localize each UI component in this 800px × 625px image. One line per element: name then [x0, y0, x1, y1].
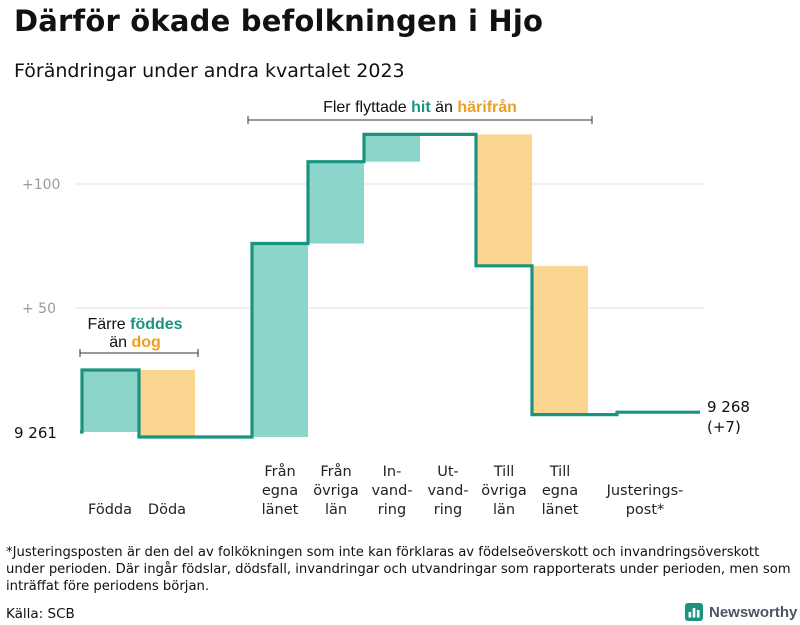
- start-value-label: 9 261: [14, 424, 57, 442]
- x-category-label: län: [493, 502, 515, 518]
- end-value-label: (+7): [707, 418, 741, 436]
- end-value-label: 9 268: [707, 398, 750, 416]
- bar-increase: [308, 161, 364, 244]
- x-category-label: Justerings-: [606, 483, 684, 499]
- x-category-label: övriga: [313, 483, 359, 499]
- x-category-label: post*: [626, 502, 665, 518]
- x-category-label: Från: [320, 463, 351, 480]
- x-category-label: egna: [262, 483, 298, 499]
- x-category-label: Ut-: [437, 464, 459, 480]
- x-category-label: vand-: [427, 483, 468, 499]
- x-category-label: övriga: [481, 483, 527, 499]
- x-category-label: ring: [434, 502, 462, 518]
- y-tick-label: + 50: [22, 301, 56, 317]
- chart-title: Därför ökade befolkningen i Hjo: [14, 4, 544, 38]
- x-category-label: Från: [264, 463, 295, 480]
- bar-increase: [364, 134, 420, 162]
- x-category-label: länet: [262, 502, 299, 518]
- bar-decrease: [532, 265, 588, 415]
- waterfall-chart: +100 + 50 Födda Döda Från egna länet Från övriga…: [14, 98, 750, 518]
- bar-decrease: [476, 134, 532, 266]
- cumulative-line: [80, 132, 700, 439]
- footnote: *Justeringsposten är den del av folkökni…: [6, 545, 791, 594]
- annotation-births-deaths: Färre föddes: [87, 316, 182, 333]
- x-category-label: länet: [542, 502, 579, 518]
- bar-chart-logo-icon: [685, 603, 703, 621]
- x-category-label: län: [325, 502, 347, 518]
- x-category-label: Till: [549, 464, 571, 480]
- x-category-label: ring: [378, 502, 406, 518]
- source-note: Källa: SCB: [6, 606, 75, 622]
- logo-text: Newsworthy: [709, 603, 798, 621]
- annotation-births-deaths: än dog: [109, 334, 161, 351]
- x-category-label: egna: [542, 483, 578, 499]
- bar-increase: [252, 243, 308, 437]
- annotation-migration: Fler flyttade hit än härifrån: [323, 98, 517, 116]
- y-tick-label: +100: [22, 177, 60, 193]
- x-category-label: vand-: [371, 483, 412, 499]
- newsworthy-logo: Newsworthy: [685, 603, 797, 621]
- x-category-label: Döda: [148, 502, 186, 518]
- chart-subtitle: Förändringar under andra kvartalet 2023: [14, 60, 405, 82]
- x-category-label: Till: [493, 464, 515, 480]
- bar-increase: [82, 370, 138, 432]
- x-category-label: In-: [383, 464, 402, 480]
- x-category-label: Födda: [88, 502, 132, 518]
- bar-decrease: [139, 370, 195, 437]
